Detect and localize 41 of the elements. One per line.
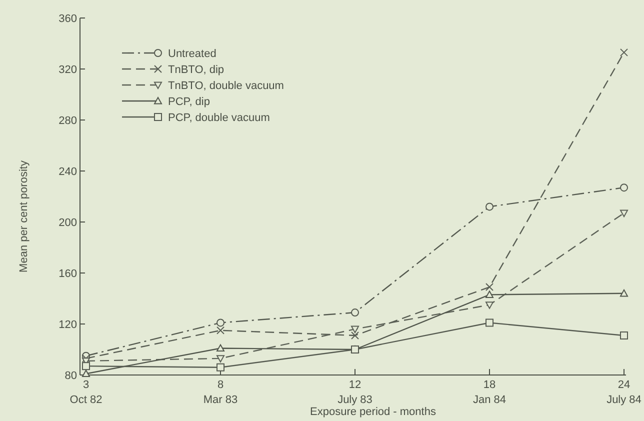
y-tick-label: 160 [58, 268, 77, 280]
legend-label: TnBTO, dip [168, 64, 224, 76]
point [620, 210, 628, 218]
point [216, 363, 224, 372]
point [351, 331, 359, 340]
y-axis-title: Mean per cent porosity [18, 160, 30, 272]
point [82, 370, 90, 378]
point [216, 344, 224, 352]
point [486, 202, 494, 211]
y-tick-label: 120 [58, 318, 77, 331]
point [620, 184, 628, 192]
x-tick-label: 3 Oct 82 [70, 379, 102, 406]
y-tick-label: 320 [58, 64, 77, 76]
y-tick-label: 280 [58, 114, 77, 127]
x-tick-label: 12 July 83 [338, 379, 372, 406]
legend-label: Untreated [168, 48, 216, 60]
y-tick-label: 360 [58, 12, 77, 25]
point [216, 318, 224, 327]
x-tick-label: 24 July 84 [606, 379, 642, 406]
legend-label: TnBTO, double vacuum [168, 80, 284, 92]
point [620, 331, 628, 340]
point [351, 326, 359, 334]
y-tick-label: 80 [64, 370, 77, 382]
point [82, 354, 90, 362]
point [486, 318, 494, 327]
x-tick-label: 8 Mar 83 [203, 379, 238, 406]
legend-label: PCP, double vacuum [168, 112, 270, 124]
x-tick-label: 18 Jan 84 [472, 379, 506, 406]
point [620, 289, 628, 297]
y-tick-label: 200 [58, 216, 77, 229]
point [486, 302, 494, 309]
legend-label: PCP, dip [168, 96, 210, 108]
x-axis-title: Exposure period - months [310, 406, 436, 418]
point [351, 308, 359, 317]
point [620, 48, 628, 56]
point [82, 362, 90, 370]
point [216, 355, 224, 362]
point [216, 326, 224, 334]
point [486, 290, 494, 298]
y-tick-label: 240 [58, 166, 77, 178]
point [486, 283, 494, 292]
